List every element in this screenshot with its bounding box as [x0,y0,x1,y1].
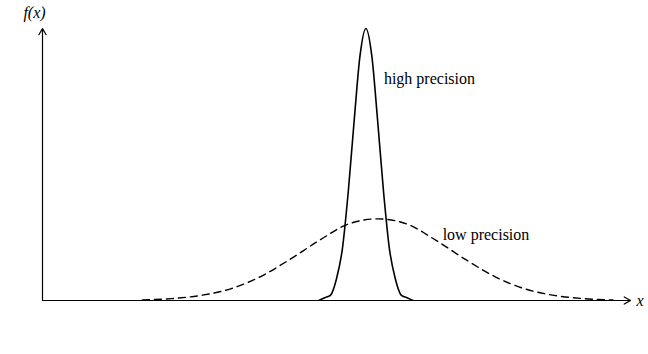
svg-text:x: x [636,292,644,309]
svg-text:low precision: low precision [443,226,530,244]
svg-text:f(x): f(x) [23,4,45,22]
svg-text:high precision: high precision [384,70,475,88]
